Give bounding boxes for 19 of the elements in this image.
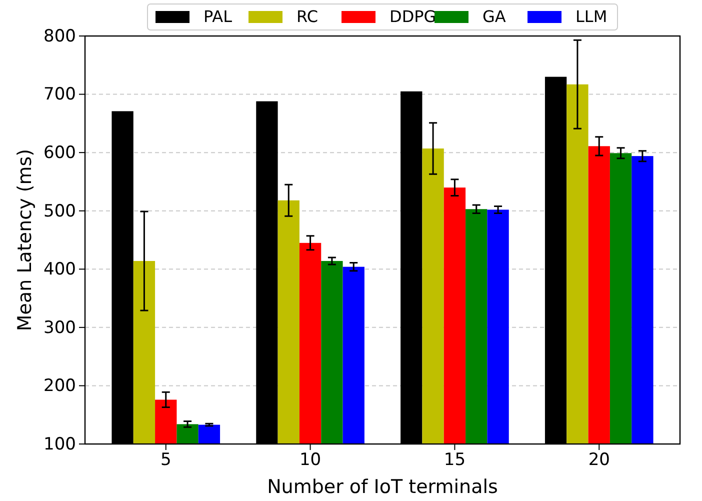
legend-label: LLM: [576, 7, 608, 26]
x-tick-label: 10: [299, 450, 322, 470]
y-tick-label: 100: [44, 434, 76, 454]
legend-label: DDPG: [390, 7, 436, 26]
x-tick-label: 20: [588, 450, 610, 470]
y-tick-label: 500: [44, 201, 76, 222]
y-tick-label: 200: [44, 376, 76, 396]
y-axis-title: Mean Latency (ms): [14, 148, 36, 332]
y-tick-label: 400: [44, 260, 76, 280]
x-tick-label: 5: [160, 450, 172, 470]
x-axis-title: Number of IoT terminals: [267, 476, 498, 498]
y-tick-label: 600: [44, 143, 76, 164]
legend-label: PAL: [204, 7, 232, 26]
y-tick-label: 800: [44, 26, 76, 46]
y-tick-label: 700: [44, 84, 76, 105]
legend-label: GA: [482, 7, 506, 26]
legend-label: RC: [296, 7, 318, 26]
y-tick-label: 300: [44, 318, 76, 338]
x-tick-label: 15: [444, 450, 466, 470]
